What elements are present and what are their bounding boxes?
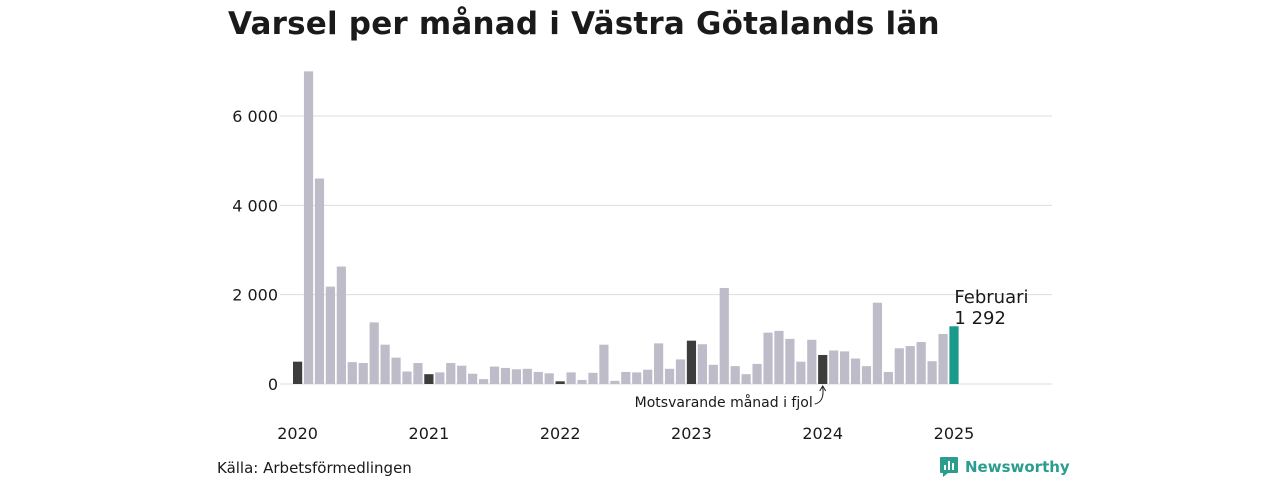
y-tick-label: 6 000 — [232, 107, 278, 126]
x-tick-label: 2024 — [802, 424, 843, 443]
bar — [457, 365, 467, 384]
bar — [883, 371, 893, 384]
x-axis-ticks: 2020 2021 2022 2023 2024 2025 — [277, 424, 974, 443]
gridlines — [280, 115, 1052, 385]
bar — [938, 333, 948, 384]
brand-name: Newsworthy — [965, 458, 1070, 476]
bar — [555, 381, 565, 384]
bar — [654, 343, 664, 384]
bar — [927, 361, 937, 384]
bar — [785, 338, 795, 384]
y-axis-ticks: 0 2 000 4 000 6 000 — [232, 107, 278, 394]
bar — [686, 340, 697, 384]
x-tick-label: 2021 — [409, 424, 450, 443]
bar — [380, 344, 390, 384]
y-tick-label: 4 000 — [232, 196, 278, 215]
bar — [435, 372, 445, 384]
annotation-arrowhead — [819, 385, 827, 392]
bar — [413, 363, 423, 384]
x-tick-label: 2020 — [277, 424, 318, 443]
bar — [664, 368, 675, 384]
bar — [303, 71, 314, 384]
bar — [807, 339, 817, 384]
bar — [468, 373, 478, 384]
bar — [610, 380, 620, 384]
x-tick-label: 2023 — [671, 424, 712, 443]
bar — [872, 302, 883, 384]
bar — [741, 374, 751, 384]
bar — [829, 350, 839, 384]
bar — [632, 372, 642, 384]
x-tick-label: 2022 — [540, 424, 581, 443]
bar — [840, 351, 850, 384]
bar — [621, 371, 631, 384]
current-month-label: Februari — [954, 287, 1028, 308]
bar — [588, 372, 598, 384]
bar — [522, 368, 532, 384]
bar — [730, 366, 740, 384]
bar — [336, 266, 346, 384]
current-value-label: 1 292 — [954, 308, 1006, 329]
bar — [697, 344, 707, 384]
y-tick-label: 2 000 — [232, 286, 278, 305]
bar — [774, 330, 784, 384]
bars — [293, 71, 959, 384]
bar — [763, 332, 773, 384]
bar — [293, 361, 303, 384]
chart-title: Varsel per månad i Västra Götalands län — [228, 6, 940, 42]
bar — [489, 366, 500, 384]
source-note: Källa: Arbetsförmedlingen — [217, 459, 412, 477]
bar — [861, 366, 872, 384]
bar — [369, 322, 379, 384]
bar — [752, 363, 762, 384]
bar — [796, 361, 806, 384]
bar — [314, 178, 325, 384]
bar — [599, 344, 609, 384]
bar — [894, 348, 904, 384]
bar — [719, 287, 729, 384]
bar — [566, 372, 576, 384]
bar — [500, 367, 511, 384]
bar — [478, 379, 489, 384]
bar — [391, 357, 401, 384]
bar — [818, 354, 828, 384]
bar — [511, 369, 521, 384]
bar — [916, 342, 926, 384]
bar — [533, 371, 543, 384]
bar — [577, 379, 587, 384]
bar — [544, 373, 554, 384]
bar — [402, 371, 412, 384]
bar — [850, 358, 861, 384]
annotation-arrow — [814, 386, 824, 405]
y-tick-label: 0 — [268, 375, 278, 394]
brand-logo: Newsworthy — [939, 456, 1070, 478]
bar — [347, 362, 357, 384]
bar — [708, 364, 718, 384]
bar — [446, 363, 456, 384]
bar — [358, 363, 368, 384]
x-tick-label: 2025 — [934, 424, 975, 443]
bar — [325, 286, 336, 384]
annotation-label: Motsvarande månad i fjol — [635, 394, 813, 411]
bar — [643, 369, 653, 384]
bar — [905, 346, 915, 384]
bar — [424, 374, 434, 384]
newsworthy-logo-icon — [940, 457, 958, 477]
bar — [675, 359, 686, 384]
bar — [949, 326, 959, 384]
